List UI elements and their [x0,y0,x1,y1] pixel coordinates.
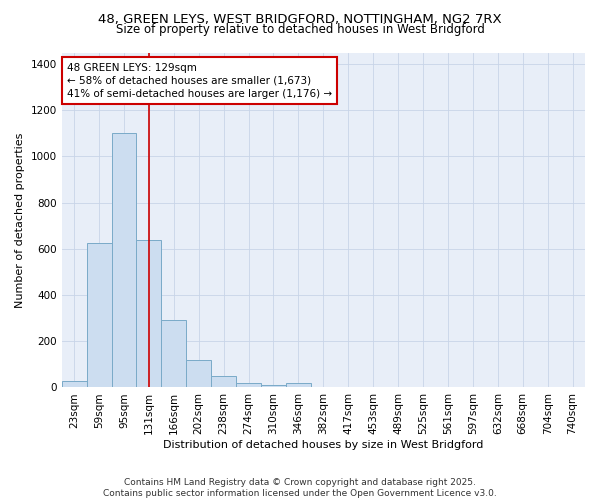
Y-axis label: Number of detached properties: Number of detached properties [15,132,25,308]
Bar [62,380,86,388]
Text: 48 GREEN LEYS: 129sqm
← 58% of detached houses are smaller (1,673)
41% of semi-d: 48 GREEN LEYS: 129sqm ← 58% of detached … [67,62,332,99]
Bar [211,376,236,388]
Bar [112,134,136,388]
X-axis label: Distribution of detached houses by size in West Bridgford: Distribution of detached houses by size … [163,440,484,450]
Bar [236,383,261,388]
Bar [136,240,161,388]
Bar [161,320,186,388]
Text: Contains HM Land Registry data © Crown copyright and database right 2025.
Contai: Contains HM Land Registry data © Crown c… [103,478,497,498]
Text: Size of property relative to detached houses in West Bridgford: Size of property relative to detached ho… [116,22,484,36]
Text: 48, GREEN LEYS, WEST BRIDGFORD, NOTTINGHAM, NG2 7RX: 48, GREEN LEYS, WEST BRIDGFORD, NOTTINGH… [98,12,502,26]
Bar [261,385,286,388]
Bar [186,360,211,388]
Bar [86,243,112,388]
Bar [286,383,311,388]
